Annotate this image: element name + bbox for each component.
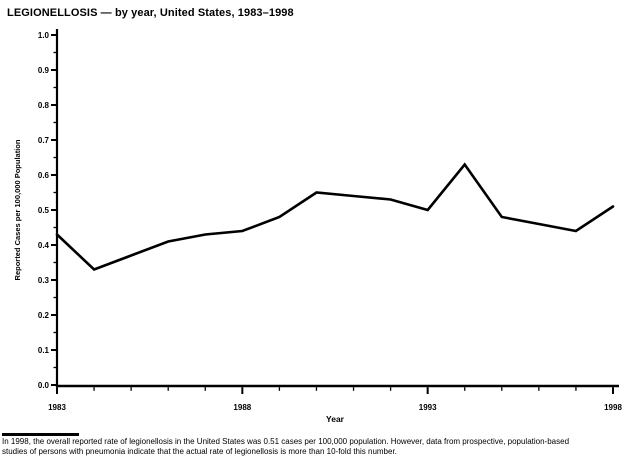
line-chart: 0.0 0.1 0.2 0.3 0.4 0.5 0.6 0.7 0.8 0.9 1.0 1983 198… bbox=[13, 29, 622, 424]
y-axis-label: Reported Cases per 100,000 Population bbox=[13, 139, 22, 280]
x-tick-label: 1983 bbox=[48, 403, 66, 412]
x-tick-label: 1998 bbox=[604, 403, 622, 412]
chart-title: LEGIONELLOSIS — by year, United States, … bbox=[7, 7, 294, 19]
y-tick-label: 0.0 bbox=[38, 381, 50, 390]
x-axis-label: Year bbox=[326, 414, 345, 424]
y-tick-label: 0.8 bbox=[38, 101, 50, 110]
y-tick-label: 0.5 bbox=[38, 206, 50, 215]
x-tick-label: 1988 bbox=[233, 403, 251, 412]
y-tick-label: 0.2 bbox=[38, 311, 50, 320]
footnote-line-1: In 1998, the overall reported rate of le… bbox=[2, 437, 570, 446]
footnote-rule bbox=[2, 433, 79, 436]
data-line bbox=[55, 162, 615, 272]
y-tick-label: 0.9 bbox=[38, 66, 50, 75]
y-tick-label: 0.3 bbox=[38, 276, 50, 285]
footnote-line-2: studies of persons with pneumonia indica… bbox=[2, 447, 397, 456]
x-tick-label: 1993 bbox=[419, 403, 437, 412]
y-tick-label: 1.0 bbox=[38, 31, 50, 40]
y-tick-label: 0.7 bbox=[38, 136, 50, 145]
y-tick-label: 0.1 bbox=[38, 346, 50, 355]
footnote: In 1998, the overall reported rate of le… bbox=[2, 437, 639, 457]
y-tick-label: 0.6 bbox=[38, 171, 50, 180]
y-tick-label: 0.4 bbox=[38, 241, 50, 250]
